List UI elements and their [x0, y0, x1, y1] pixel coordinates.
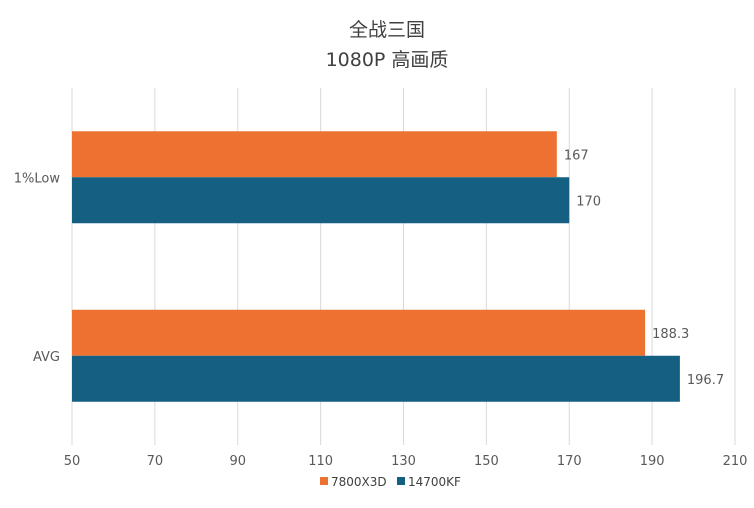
y-category-label: 1%Low: [14, 171, 61, 186]
legend-label: 14700KF: [408, 475, 461, 489]
data-label: 188.3: [652, 327, 689, 342]
x-tick-label: 210: [723, 454, 748, 469]
x-tick-label: 130: [391, 454, 416, 469]
x-tick-label: 150: [474, 454, 499, 469]
data-label: 167: [564, 148, 589, 163]
bar: [72, 355, 680, 402]
data-label: 170: [576, 194, 601, 209]
chart-title: 全战三国: [349, 19, 425, 41]
x-tick-label: 110: [308, 454, 333, 469]
x-tick-label: 70: [147, 454, 164, 469]
y-category-label: AVG: [33, 350, 60, 365]
x-axis-ticks: 50 70 90 110 130 150 170 190 210: [64, 454, 748, 469]
bars: 167 170 188.3 196.7: [72, 131, 724, 402]
x-tick-label: 170: [557, 454, 582, 469]
legend-label: 7800X3D: [331, 475, 387, 489]
x-tick-label: 90: [229, 454, 246, 469]
legend-swatch: [320, 477, 328, 485]
data-label: 196.7: [687, 373, 724, 388]
y-axis-categories: 1%Low AVG: [14, 171, 61, 365]
legend-swatch: [397, 477, 405, 485]
bar: [72, 177, 570, 224]
chart-subtitle: 1080P 高画质: [326, 49, 449, 71]
legend: 7800X3D 14700KF: [320, 475, 461, 489]
bar: [72, 309, 646, 356]
x-tick-label: 50: [64, 454, 81, 469]
bar: [72, 131, 557, 178]
x-tick-label: 190: [640, 454, 665, 469]
